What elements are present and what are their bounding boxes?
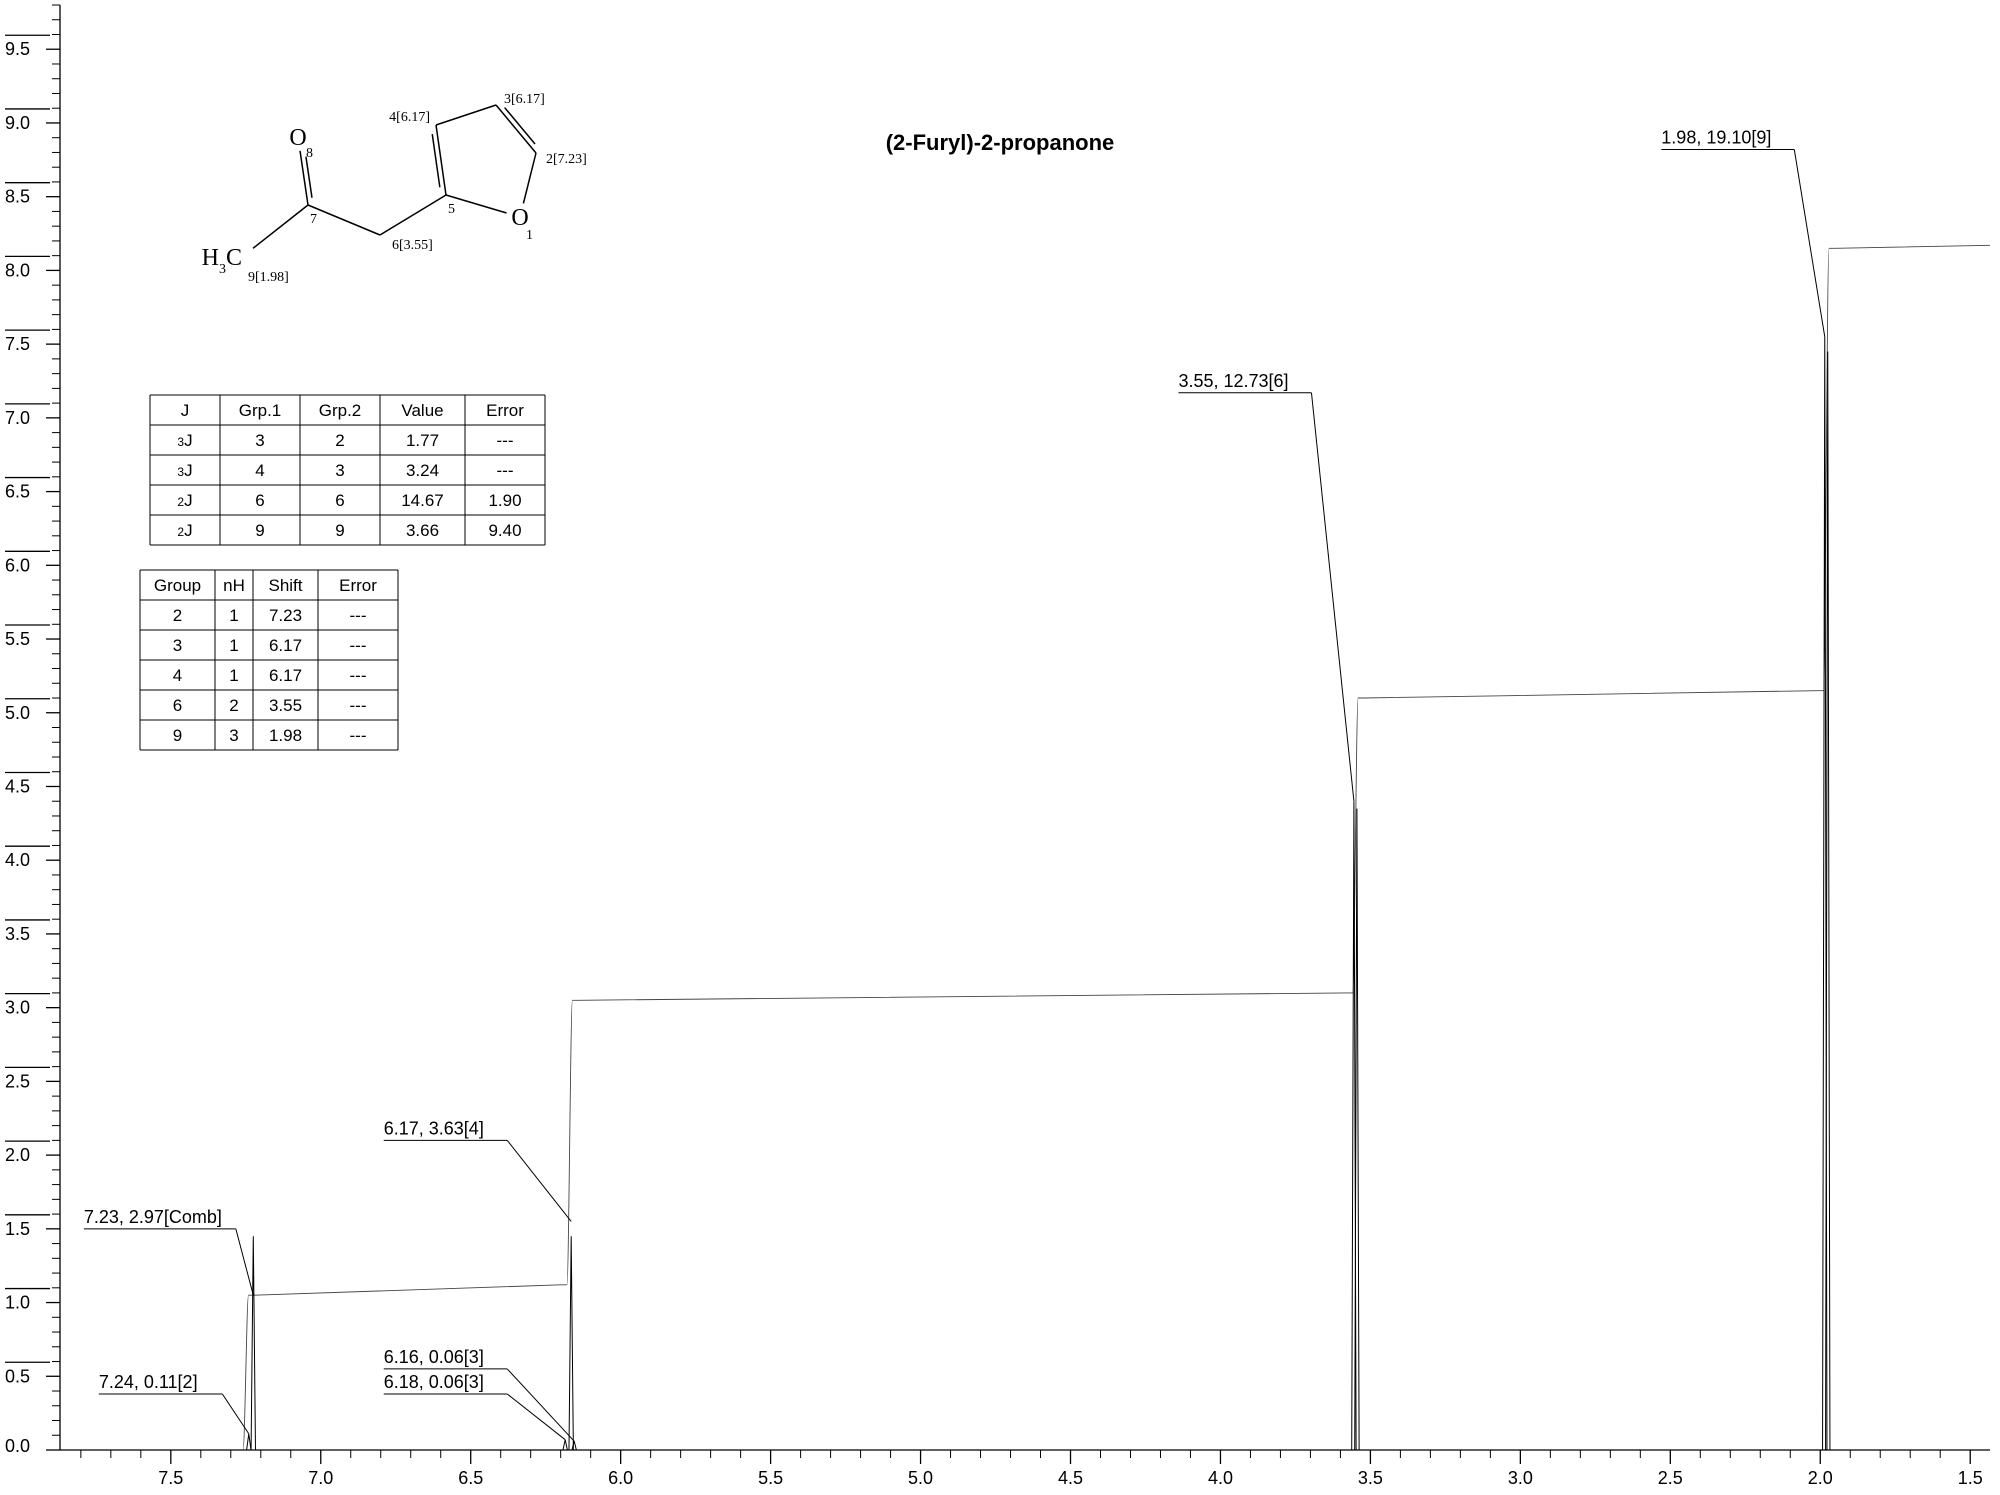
- y-tick-label: 5.0: [5, 703, 30, 723]
- table-cell: 9: [173, 726, 182, 745]
- x-tick-label: 3.5: [1358, 1468, 1383, 1488]
- table-cell: 3: [335, 461, 344, 480]
- table-header: nH: [223, 576, 245, 595]
- y-tick-label: 2.0: [5, 1145, 30, 1165]
- table-cell: 3: [229, 726, 238, 745]
- y-tick-label: 7.5: [5, 334, 30, 354]
- table-header: Value: [401, 401, 443, 420]
- table-cell: 1.90: [488, 491, 521, 510]
- table-cell: 6: [173, 696, 182, 715]
- table-cell: ---: [350, 696, 367, 715]
- table-header: J: [181, 401, 190, 420]
- table-cell: 9.40: [488, 521, 521, 540]
- x-tick-label: 5.5: [758, 1468, 783, 1488]
- atom-index: 6[3.55]: [392, 238, 433, 253]
- x-tick-label: 3.0: [1508, 1468, 1533, 1488]
- table-cell: 3.24: [406, 461, 439, 480]
- table-cell: 9: [255, 521, 264, 540]
- x-tick-label: 6.5: [458, 1468, 483, 1488]
- atom-index: 7: [310, 212, 317, 227]
- table-header: Shift: [268, 576, 302, 595]
- x-tick-label: 7.0: [308, 1468, 333, 1488]
- atom-index: 1: [526, 228, 533, 243]
- table-header: Group: [154, 576, 201, 595]
- table-cell: 1: [229, 666, 238, 685]
- table-cell: 2: [335, 431, 344, 450]
- peak-label-text: 1.98, 19.10[9]: [1661, 128, 1771, 148]
- x-tick-label: 4.0: [1208, 1468, 1233, 1488]
- table-cell: 6: [255, 491, 264, 510]
- x-tick-label: 2.0: [1808, 1468, 1833, 1488]
- y-tick-label: 1.5: [5, 1219, 30, 1239]
- y-tick-label: 0.5: [5, 1366, 30, 1386]
- table-cell: ---: [497, 461, 514, 480]
- table-cell: 1.98: [269, 726, 302, 745]
- y-tick-label: 8.0: [5, 260, 30, 280]
- table-cell: 1.77: [406, 431, 439, 450]
- atom-index: 3[6.17]: [504, 92, 545, 107]
- table-cell: ---: [497, 431, 514, 450]
- peak-label-text: 6.16, 0.06[3]: [384, 1347, 484, 1367]
- table-cell: 3: [255, 431, 264, 450]
- peak-label-text: 6.17, 3.63[4]: [384, 1118, 484, 1138]
- x-tick-label: 5.0: [908, 1468, 933, 1488]
- x-tick-label: 4.5: [1058, 1468, 1083, 1488]
- chart-title: (2-Furyl)-2-propanone: [886, 130, 1115, 155]
- x-tick-label: 7.5: [158, 1468, 183, 1488]
- x-tick-label: 1.5: [1958, 1468, 1983, 1488]
- table-cell: 3.66: [406, 521, 439, 540]
- y-tick-label: 9.0: [5, 113, 30, 133]
- table-cell: 14.67: [401, 491, 444, 510]
- atom-index: 2[7.23]: [546, 152, 587, 167]
- table-header: Error: [486, 401, 524, 420]
- table-cell: 1: [229, 636, 238, 655]
- atom-index: 9[1.98]: [248, 270, 289, 285]
- table-cell: 7.23: [269, 606, 302, 625]
- table-header: Grp.1: [239, 401, 282, 420]
- peak-label-text: 7.24, 0.11[2]: [99, 1372, 198, 1392]
- y-tick-label: 7.0: [5, 408, 30, 428]
- peak-label-text: 7.23, 2.97[Comb]: [84, 1207, 222, 1227]
- table-cell: ---: [350, 636, 367, 655]
- atom-index: 4[6.17]: [389, 110, 430, 125]
- atom-index: 5: [448, 202, 455, 217]
- table-cell: ---: [350, 666, 367, 685]
- peak-label-text: 6.18, 0.06[3]: [384, 1372, 484, 1392]
- table-header: Grp.2: [319, 401, 362, 420]
- y-tick-label: 1.0: [5, 1293, 30, 1313]
- table-cell: 3: [173, 636, 182, 655]
- nmr-spectrum-chart: 7.5 7.0 6.5 6.0 5.5 5.0 4.5 4.0 3.5 3.0 2.5 2.0 1.5 0…: [0, 0, 2000, 1495]
- table-cell: 3.55: [269, 696, 302, 715]
- y-tick-label: 6.5: [5, 482, 30, 502]
- peak-label-text: 3.55, 12.73[6]: [1178, 371, 1288, 391]
- atom-index: 8: [306, 146, 313, 161]
- table-cell: 6: [335, 491, 344, 510]
- y-tick-label: 4.5: [5, 776, 30, 796]
- table-cell: 4: [173, 666, 182, 685]
- table-cell: ---: [350, 606, 367, 625]
- y-tick-label: 6.0: [5, 555, 30, 575]
- y-tick-label: 9.5: [5, 39, 30, 59]
- table-cell: ---: [350, 726, 367, 745]
- svg-text:O: O: [289, 125, 306, 151]
- table-header: Error: [339, 576, 377, 595]
- x-tick-label: 2.5: [1658, 1468, 1683, 1488]
- table-cell: 2: [173, 606, 182, 625]
- y-tick-label: 0.0: [5, 1436, 30, 1456]
- table-cell: 4: [255, 461, 264, 480]
- table-cell: 2: [229, 696, 238, 715]
- table-cell: 6.17: [269, 636, 302, 655]
- table-cell: 1: [229, 606, 238, 625]
- y-tick-label: 2.5: [5, 1071, 30, 1091]
- y-tick-label: 4.0: [5, 850, 30, 870]
- y-tick-label: 5.5: [5, 629, 30, 649]
- table-cell: 9: [335, 521, 344, 540]
- y-tick-label: 8.5: [5, 187, 30, 207]
- table-cell: 6.17: [269, 666, 302, 685]
- y-tick-label: 3.0: [5, 998, 30, 1018]
- x-tick-label: 6.0: [608, 1468, 633, 1488]
- y-tick-label: 3.5: [5, 924, 30, 944]
